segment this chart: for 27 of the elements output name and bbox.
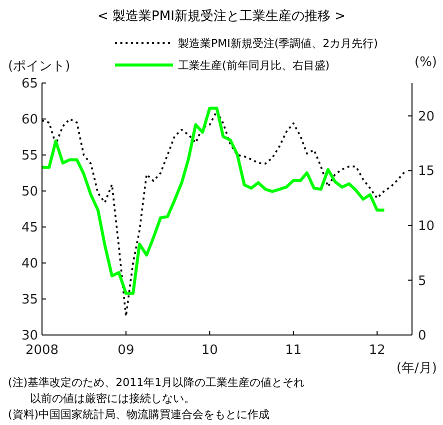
x-tick-label: 09 bbox=[118, 343, 134, 358]
x-axis-title: (年/月) bbox=[396, 361, 437, 376]
y2-tick-label: 10 bbox=[418, 218, 435, 234]
text: (資料)中国国家統計局、物流購買連合会をもとに作成 bbox=[8, 408, 270, 421]
y-tick-label: 55 bbox=[21, 148, 38, 164]
text: (注)基準改定のため、2011年1月以降の工業生産の値とそれ以前の値は厳密には接続しない。 bbox=[8, 376, 305, 405]
line-series bbox=[40, 106, 386, 295]
x-tick-label: 12 bbox=[368, 343, 386, 358]
y-tick-label: 60 bbox=[21, 112, 38, 128]
y2-tick-label: 20 bbox=[418, 109, 435, 124]
legend-label: 製造業PMI新規受注(季調値、2カ月先行) bbox=[178, 36, 378, 50]
y-tick-label: 45 bbox=[21, 220, 38, 236]
y-tick-label: 40 bbox=[21, 256, 38, 272]
y-axis-title: (ポイント) bbox=[8, 59, 70, 74]
x-tick-label: 10 bbox=[201, 343, 218, 358]
x-tick-label: 2008 bbox=[25, 343, 59, 358]
chart-title: < 製造業PMI新規受注と工業生産の推移 > bbox=[98, 8, 346, 24]
y-tick-label: 65 bbox=[21, 76, 38, 92]
y2-tick-label: 0 bbox=[418, 328, 426, 344]
y2-tick-label: 15 bbox=[418, 164, 435, 180]
y2-axis-title: (%) bbox=[414, 55, 437, 70]
y-tick-label: 50 bbox=[21, 184, 38, 200]
y-tick-label: 35 bbox=[21, 292, 38, 308]
x-tick-label: 11 bbox=[285, 343, 302, 358]
legend-label: 工業生産(前年同月比、右目盛) bbox=[178, 58, 330, 72]
y2-tick-label: 5 bbox=[418, 274, 426, 289]
y-tick-label: 30 bbox=[21, 328, 38, 344]
